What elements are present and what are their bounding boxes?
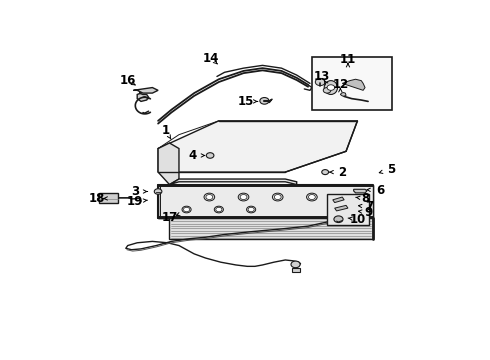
Polygon shape	[333, 197, 344, 203]
Bar	[99, 193, 118, 203]
Circle shape	[307, 193, 317, 201]
Text: 16: 16	[120, 74, 136, 87]
Circle shape	[315, 78, 325, 86]
Text: 8: 8	[361, 192, 369, 205]
Ellipse shape	[324, 81, 338, 94]
Bar	[292, 268, 300, 272]
Circle shape	[216, 207, 222, 212]
Circle shape	[184, 207, 190, 212]
Text: 17: 17	[161, 211, 177, 224]
Circle shape	[274, 194, 281, 199]
Text: 12: 12	[332, 78, 348, 91]
Circle shape	[240, 194, 247, 199]
Polygon shape	[133, 87, 158, 93]
Text: 13: 13	[313, 70, 329, 83]
Polygon shape	[158, 143, 179, 185]
Text: 18: 18	[89, 192, 105, 205]
Text: 15: 15	[237, 95, 254, 108]
Text: 2: 2	[338, 166, 346, 179]
Circle shape	[204, 193, 215, 201]
Text: 4: 4	[188, 149, 196, 162]
Polygon shape	[354, 189, 367, 193]
Text: 9: 9	[365, 206, 373, 219]
Text: 5: 5	[388, 163, 396, 176]
Text: 19: 19	[127, 195, 144, 208]
Polygon shape	[335, 205, 348, 211]
Text: 3: 3	[131, 185, 139, 198]
Circle shape	[327, 85, 335, 90]
Circle shape	[182, 206, 191, 213]
Text: 11: 11	[340, 53, 356, 66]
Circle shape	[260, 98, 269, 104]
Text: 14: 14	[203, 52, 220, 65]
Polygon shape	[137, 93, 148, 102]
Circle shape	[206, 194, 213, 199]
Text: 7: 7	[365, 200, 373, 213]
Circle shape	[248, 207, 254, 212]
Polygon shape	[341, 93, 346, 96]
Circle shape	[214, 206, 223, 213]
Polygon shape	[170, 218, 372, 239]
Circle shape	[154, 189, 162, 194]
Bar	[327, 194, 369, 225]
Text: 10: 10	[349, 213, 366, 226]
Polygon shape	[158, 121, 358, 172]
Circle shape	[334, 216, 343, 222]
Bar	[158, 185, 372, 218]
Circle shape	[323, 87, 331, 93]
Text: 1: 1	[162, 124, 170, 137]
Circle shape	[238, 193, 249, 201]
Bar	[312, 57, 392, 110]
Circle shape	[206, 153, 214, 158]
Circle shape	[322, 170, 329, 175]
Polygon shape	[170, 179, 297, 185]
Circle shape	[246, 206, 256, 213]
Text: 6: 6	[376, 184, 384, 197]
Circle shape	[309, 194, 315, 199]
Circle shape	[291, 261, 300, 268]
Polygon shape	[158, 185, 372, 218]
Circle shape	[272, 193, 283, 201]
Polygon shape	[342, 79, 365, 90]
